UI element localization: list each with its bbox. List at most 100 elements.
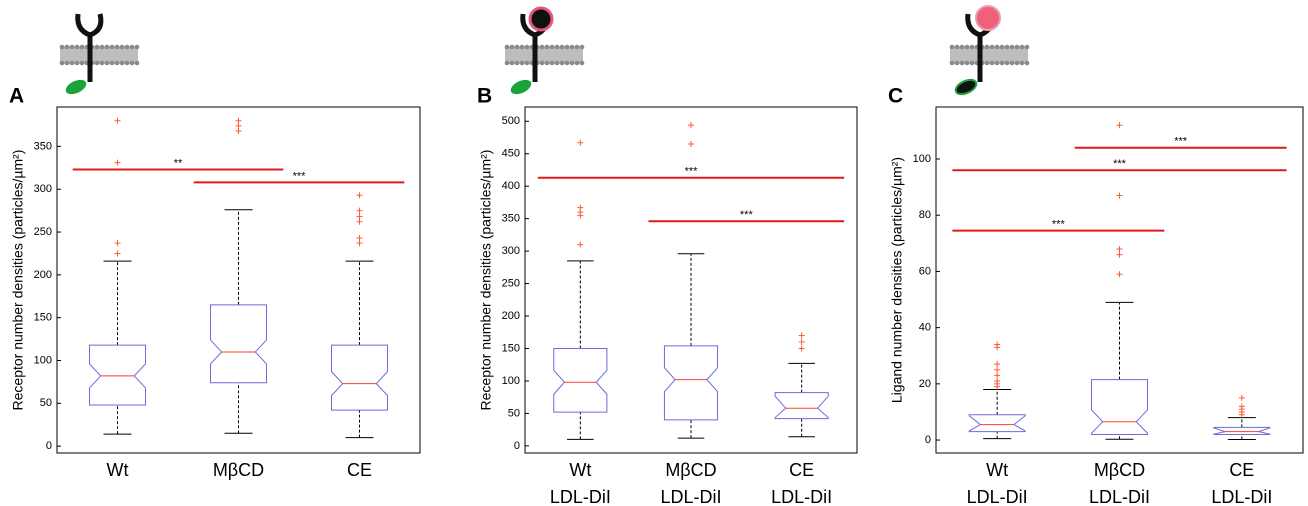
lipid-head	[999, 44, 1005, 50]
lipid-head	[509, 44, 515, 50]
lipid-head	[94, 60, 100, 66]
outlier	[994, 361, 1001, 368]
outlier	[235, 127, 242, 134]
lipid-head	[1019, 60, 1025, 66]
lipid-head	[564, 44, 570, 50]
y-tick-label: 350	[502, 213, 520, 225]
y-tick-label: 100	[34, 354, 52, 366]
outlier	[114, 117, 121, 124]
lipid-head	[1019, 44, 1025, 50]
outlier	[994, 341, 1001, 348]
y-tick-label: 300	[502, 245, 520, 257]
y-tick-label: 80	[919, 209, 931, 221]
ligand	[528, 6, 554, 32]
outlier	[798, 338, 805, 345]
lipid-head	[99, 44, 105, 50]
lipid-head	[989, 60, 995, 66]
y-tick-label: 250	[34, 226, 52, 238]
outlier	[798, 332, 805, 339]
lipid-head	[964, 60, 970, 66]
lipid-head	[514, 44, 520, 50]
lipid-head	[539, 60, 545, 66]
outlier	[994, 378, 1001, 385]
lipid-head	[104, 60, 110, 66]
x-tick-label: MβCD	[1094, 460, 1145, 480]
lipid-head	[1014, 60, 1020, 66]
x-tick-label: Wt	[986, 460, 1008, 480]
lipid-head	[79, 60, 85, 66]
y-tick-label: 250	[502, 277, 520, 289]
outlier	[688, 141, 694, 148]
outlier	[356, 192, 363, 199]
outlier	[114, 240, 121, 247]
box	[89, 344, 146, 406]
lipid-head	[579, 44, 585, 50]
outlier	[1116, 251, 1123, 258]
lipid-head	[1014, 44, 1020, 50]
x-tick-label: LDL-DiI	[771, 487, 832, 506]
lipid-head	[134, 44, 140, 50]
lipid-head	[99, 60, 105, 66]
outlier	[1238, 403, 1245, 410]
lipid-head	[64, 60, 70, 66]
outlier	[577, 241, 584, 248]
lipid-head	[1024, 44, 1030, 50]
lipid-head	[129, 60, 135, 66]
x-tick-label: MβCD	[213, 460, 264, 480]
y-tick-label: 150	[502, 342, 520, 354]
box	[1091, 379, 1148, 435]
y-axis-label: Receptor number densities (particles/µm²…	[10, 150, 26, 411]
panel-label: A	[9, 85, 24, 108]
y-tick-label: 0	[514, 440, 520, 452]
membrane	[505, 46, 583, 64]
lipid-head	[74, 44, 80, 50]
lipid-head	[74, 60, 80, 66]
lipid-head	[69, 60, 75, 66]
y-tick-label: 150	[34, 312, 52, 324]
y-axis-label: Ligand number densities (particles/µm²)	[889, 157, 905, 403]
outlier	[1116, 245, 1123, 252]
plot-frame	[524, 106, 858, 454]
lipid-head	[59, 44, 65, 50]
box	[663, 345, 719, 421]
lipid-head	[994, 60, 1000, 66]
ligand	[975, 5, 1001, 31]
box	[968, 414, 1026, 433]
lipid-head	[989, 44, 995, 50]
lipid-head	[69, 44, 75, 50]
box	[210, 304, 267, 384]
lipid-head	[964, 44, 970, 50]
significance-label: ***	[1113, 158, 1127, 170]
significance-label: ***	[293, 170, 307, 182]
lipid-head	[509, 60, 515, 66]
lipid-head	[524, 44, 530, 50]
lipid-head	[984, 60, 990, 66]
y-tick-label: 40	[919, 322, 931, 334]
y-axis-label: Receptor number densities (particles/µm²…	[478, 150, 494, 411]
lipid-head	[109, 60, 115, 66]
x-tick-label: LDL-DiI	[660, 487, 721, 506]
lipid-head	[64, 44, 70, 50]
lipid-head	[569, 44, 575, 50]
y-tick-label: 350	[34, 140, 52, 152]
outlier	[1238, 394, 1245, 401]
y-tick-label: 200	[502, 310, 520, 322]
outlier	[994, 366, 1001, 373]
x-tick-label: LDL-DiI	[967, 487, 1028, 506]
lipid-head	[954, 60, 960, 66]
lipid-head	[134, 60, 140, 66]
tag	[65, 79, 87, 95]
lipid-head	[579, 60, 585, 66]
lipid-head	[574, 60, 580, 66]
lipid-head	[524, 60, 530, 66]
y-tick-label: 0	[46, 440, 52, 452]
y-tick-label: 450	[502, 148, 520, 160]
outlier	[577, 204, 584, 211]
lipid-head	[544, 44, 550, 50]
outlier	[798, 345, 805, 352]
outlier	[235, 122, 242, 129]
lipid-head	[1024, 60, 1030, 66]
outlier	[356, 240, 363, 247]
outlier	[577, 139, 584, 146]
